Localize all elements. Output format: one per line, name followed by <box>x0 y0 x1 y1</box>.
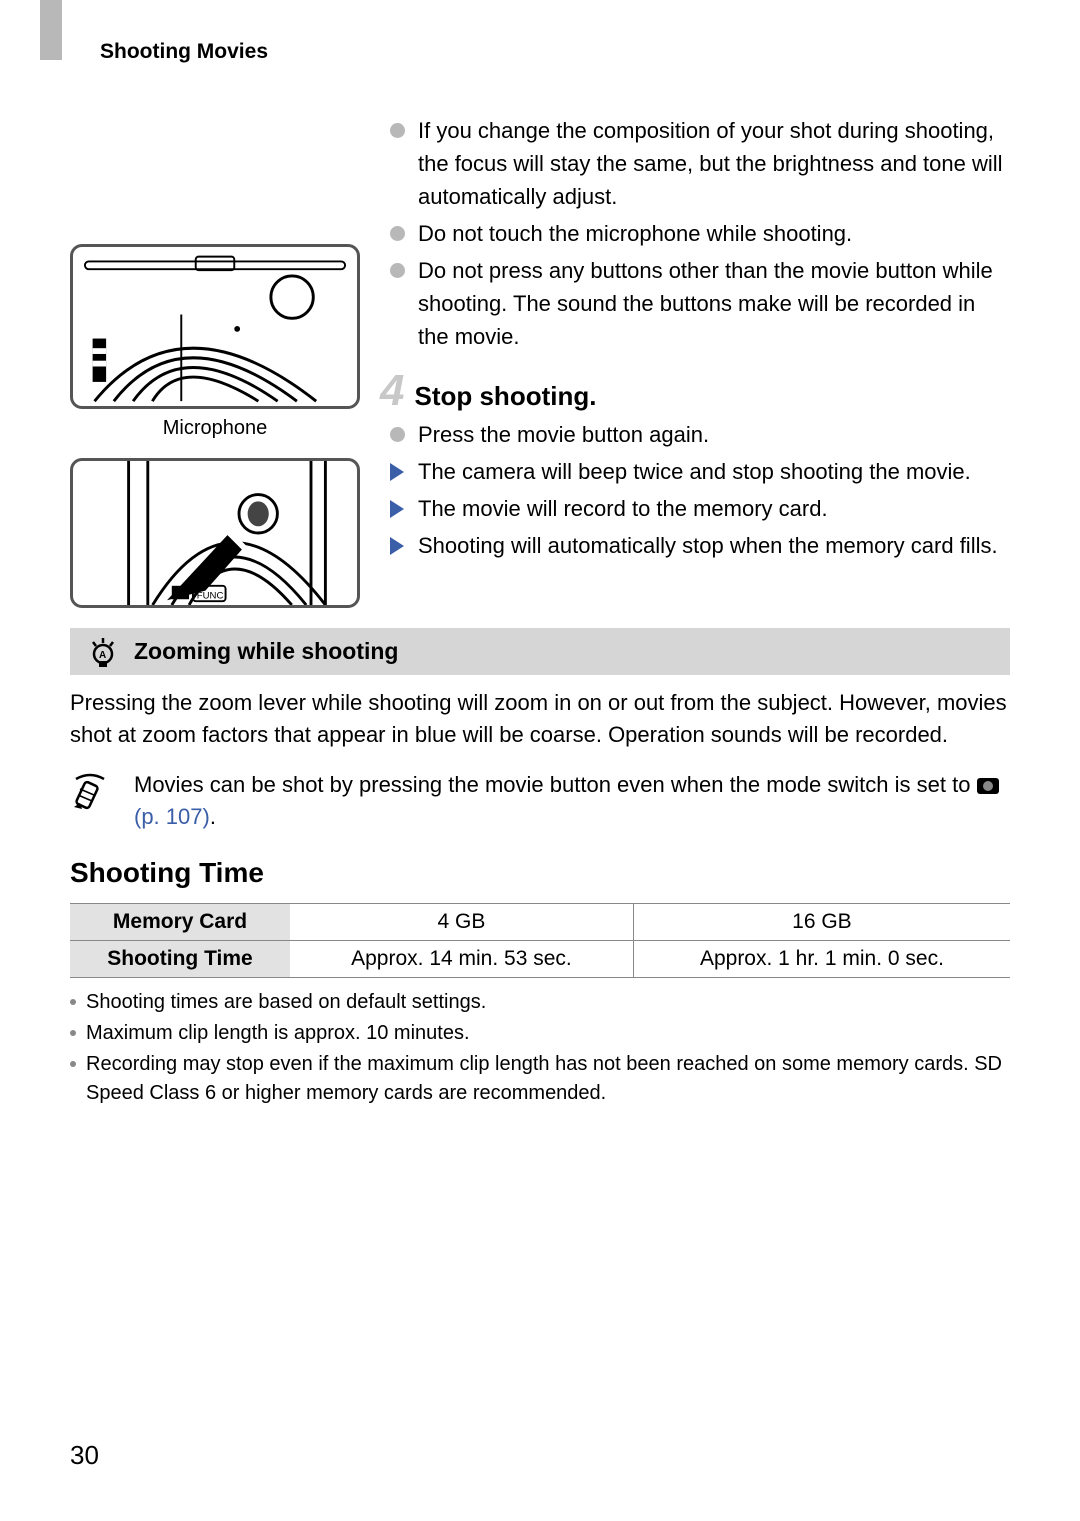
table-header: Shooting Time <box>70 940 290 977</box>
note-row: Movies can be shot by pressing the movie… <box>70 769 1010 833</box>
warning-item: Do not press any buttons other than the … <box>390 254 1010 353</box>
warning-item: If you change the composition of your sh… <box>390 114 1010 213</box>
step-list: Press the movie button again. The camera… <box>390 418 1010 562</box>
page-reference-link[interactable]: (p. 107) <box>134 804 210 829</box>
period: . <box>210 804 216 829</box>
footnote-item: Shooting times are based on default sett… <box>70 988 1010 1017</box>
camera-back-illustration: FUNC <box>70 458 360 608</box>
table-row: Shooting Time Approx. 14 min. 53 sec. Ap… <box>70 940 1010 977</box>
tip-body: Pressing the zoom lever while shooting w… <box>70 687 1010 751</box>
step-result: The movie will record to the memory card… <box>390 492 1010 525</box>
main-two-column: Microphone FUNC <box>70 114 1010 608</box>
step-item: Press the movie button again. <box>390 418 1010 451</box>
table-row: Memory Card 4 GB 16 GB <box>70 903 1010 940</box>
camera-mode-icon <box>977 778 999 794</box>
tip-icon: A <box>88 636 118 677</box>
illustration-column: Microphone FUNC <box>70 114 360 608</box>
shooting-time-table: Memory Card 4 GB 16 GB Shooting Time App… <box>70 903 1010 978</box>
svg-text:A: A <box>99 650 106 661</box>
note-prefix: Movies can be shot by pressing the movie… <box>134 772 977 797</box>
step-title: Stop shooting. <box>414 381 596 412</box>
page-number: 30 <box>70 1440 99 1471</box>
footnote-list: Shooting times are based on default sett… <box>70 988 1010 1108</box>
footnote-item: Recording may stop even if the maximum c… <box>70 1050 1010 1108</box>
table-cell: 16 GB <box>633 903 1010 940</box>
svg-text:FUNC: FUNC <box>197 590 224 601</box>
note-text: Movies can be shot by pressing the movie… <box>134 769 1010 833</box>
illustration-caption: Microphone <box>70 417 360 440</box>
step-result: Shooting will automatically stop when th… <box>390 529 1010 562</box>
shooting-time-heading: Shooting Time <box>70 857 1010 889</box>
step-result: The camera will beep twice and stop shoo… <box>390 455 1010 488</box>
page-content: Shooting Movies Micro <box>0 0 1080 1108</box>
tip-title: Zooming while shooting <box>134 638 398 664</box>
table-cell: Approx. 1 hr. 1 min. 0 sec. <box>633 940 1010 977</box>
step-heading: 4 Stop shooting. <box>390 371 1010 412</box>
pencil-icon <box>70 769 110 822</box>
table-header: Memory Card <box>70 903 290 940</box>
table-cell: Approx. 14 min. 53 sec. <box>290 940 633 977</box>
instruction-column: If you change the composition of your sh… <box>390 114 1010 608</box>
footnote-item: Maximum clip length is approx. 10 minute… <box>70 1019 1010 1048</box>
step-number: 4 <box>380 371 404 411</box>
tip-box: A Zooming while shooting <box>70 628 1010 675</box>
running-head: Shooting Movies <box>100 40 1010 64</box>
page-side-tab <box>40 0 62 60</box>
camera-top-illustration <box>70 244 360 409</box>
warning-list: If you change the composition of your sh… <box>390 114 1010 353</box>
warning-item: Do not touch the microphone while shooti… <box>390 217 1010 250</box>
table-cell: 4 GB <box>290 903 633 940</box>
